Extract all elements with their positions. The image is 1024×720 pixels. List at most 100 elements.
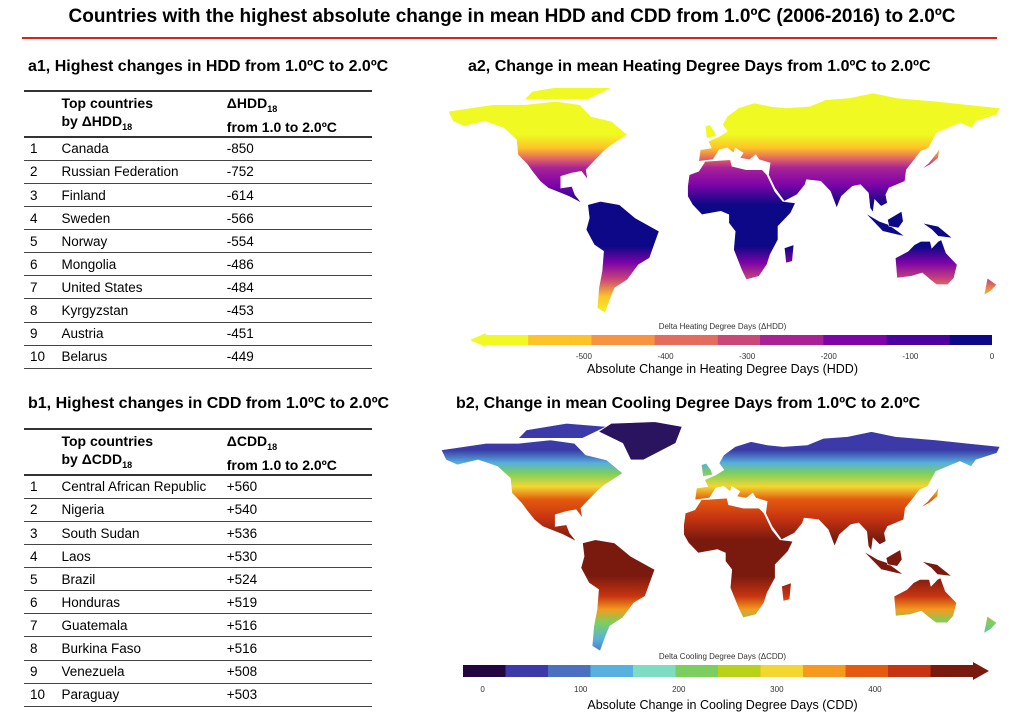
rank-cell: 5 bbox=[24, 229, 56, 254]
landmass-japan bbox=[920, 147, 940, 170]
colorbar-segment bbox=[548, 665, 570, 677]
country-cell: Central African Republic bbox=[55, 474, 221, 499]
country-cell: Guatemala bbox=[55, 613, 221, 638]
landmass-new-guinea bbox=[921, 561, 953, 577]
colorbar-arrow bbox=[470, 333, 486, 347]
table-row: 6 Honduras +519 bbox=[24, 590, 372, 615]
header-text: from 1.0 to 2.0ºC bbox=[226, 118, 337, 135]
colorbar-segment bbox=[505, 665, 528, 677]
landmass-canada-islands bbox=[517, 422, 608, 439]
col-header-country: Top countries by ΔHDD18 bbox=[55, 91, 221, 138]
landmass-borneo bbox=[885, 549, 903, 567]
value-cell: -554 bbox=[220, 229, 372, 254]
table-row: 10 Belarus -449 bbox=[24, 345, 372, 369]
value-cell: -850 bbox=[220, 136, 372, 161]
cdd-map bbox=[440, 421, 1000, 652]
rank-cell: 10 bbox=[24, 683, 56, 707]
colorbar-segment bbox=[888, 665, 910, 677]
value-cell: +519 bbox=[220, 590, 372, 615]
landmass-uk bbox=[704, 124, 717, 139]
colorbar-segment bbox=[909, 665, 931, 677]
colorbar-segment bbox=[930, 665, 953, 677]
colorbar-segment bbox=[845, 665, 868, 677]
country-cell: South Sudan bbox=[55, 521, 221, 546]
colorbar-segment bbox=[760, 335, 782, 345]
table-row: 3 South Sudan +536 bbox=[24, 521, 372, 546]
hdd-table-heading: a1, Highest changes in HDD from 1.0ºC to… bbox=[28, 58, 389, 75]
landmass-south-america bbox=[585, 200, 660, 314]
country-cell: Canada bbox=[55, 136, 221, 161]
landmass-new-guinea bbox=[922, 222, 954, 239]
value-cell: +503 bbox=[220, 683, 372, 707]
table-header-row: Top countries by ΔHDD18 ΔHDD18 from 1.0 to… bbox=[24, 91, 372, 138]
value-cell: -453 bbox=[220, 298, 372, 323]
colorbar-tick: 300 bbox=[770, 685, 784, 694]
landmass-borneo bbox=[887, 210, 904, 229]
table-row: 4 Sweden -566 bbox=[24, 206, 372, 231]
colorbar-segment bbox=[549, 335, 571, 345]
hdd-colorbar bbox=[470, 333, 992, 347]
landmass-north-america bbox=[440, 439, 624, 547]
value-cell: +530 bbox=[220, 544, 372, 569]
table-row: 9 Austria -451 bbox=[24, 322, 372, 346]
rank-cell: 7 bbox=[24, 275, 56, 300]
colorbar-segment bbox=[463, 665, 485, 677]
header-text: ΔCDD bbox=[226, 433, 268, 449]
colorbar-segment bbox=[803, 665, 825, 677]
hdd-table: Top countries by ΔHDD18 ΔHDD18 from 1.0 to… bbox=[24, 90, 372, 369]
rank-cell: 3 bbox=[24, 521, 56, 546]
landmass-new-zealand bbox=[978, 615, 998, 637]
header-text: by ΔHDD bbox=[61, 113, 123, 129]
title-divider bbox=[22, 37, 997, 39]
colorbar-segment bbox=[570, 335, 592, 345]
landmass-japan bbox=[919, 486, 940, 509]
cdd-colorbar bbox=[463, 662, 989, 680]
colorbar-segment bbox=[739, 335, 761, 345]
country-cell: Burkina Faso bbox=[55, 636, 221, 661]
colorbar-tick: 0 bbox=[480, 685, 485, 694]
header-text: by ΔCDD bbox=[61, 451, 123, 467]
colorbar-segment bbox=[484, 665, 506, 677]
rank-cell: 9 bbox=[24, 660, 56, 684]
hdd-colorbar-label: Delta Heating Degree Days (ΔHDD) bbox=[658, 322, 787, 331]
colorbar-segment bbox=[696, 335, 719, 345]
landmass-south-america bbox=[580, 539, 656, 652]
rank-cell: 2 bbox=[24, 160, 56, 184]
colorbar-segment bbox=[633, 335, 656, 345]
landmass-greenland bbox=[597, 421, 683, 461]
colorbar-segment bbox=[781, 665, 804, 677]
colorbar-segment bbox=[569, 665, 591, 677]
table-row: 3 Finland -614 bbox=[24, 183, 372, 208]
value-cell: +516 bbox=[220, 613, 372, 638]
country-cell: Belarus bbox=[55, 345, 221, 369]
header-sub: 18 bbox=[267, 441, 278, 452]
value-cell: -614 bbox=[220, 183, 372, 208]
col-header-country: Top countries by ΔCDD18 bbox=[55, 429, 221, 476]
col-header-value: ΔCDD18 from 1.0 to 2.0ºC bbox=[220, 429, 372, 476]
country-cell: Russian Federation bbox=[55, 160, 221, 184]
colorbar-segment bbox=[970, 335, 992, 345]
rank-cell: 7 bbox=[24, 613, 56, 638]
country-cell: Honduras bbox=[55, 590, 221, 615]
value-cell: +524 bbox=[220, 567, 372, 592]
value-cell: +516 bbox=[220, 636, 372, 661]
landmass-madagascar bbox=[783, 244, 795, 264]
hdd-map bbox=[447, 88, 1000, 314]
colorbar-segment bbox=[739, 665, 761, 677]
landmass-australia bbox=[894, 239, 958, 285]
hdd-axis-title: Absolute Change in Heating Degree Days (… bbox=[587, 362, 858, 376]
header-text: ΔHDD bbox=[226, 95, 268, 111]
figure-title: Countries with the highest absolute chan… bbox=[68, 6, 956, 27]
country-cell: Austria bbox=[55, 322, 221, 346]
colorbar-segment bbox=[507, 335, 529, 345]
colorbar-segment bbox=[526, 665, 549, 677]
country-cell: Brazil bbox=[55, 567, 221, 592]
colorbar-segment bbox=[696, 665, 719, 677]
table-row: 8 Burkina Faso +516 bbox=[24, 636, 372, 661]
country-cell: Mongolia bbox=[55, 252, 221, 277]
colorbar-segment bbox=[760, 665, 783, 677]
colorbar-segment bbox=[675, 335, 698, 345]
country-cell: Paraguay bbox=[55, 683, 221, 707]
colorbar-segment bbox=[928, 335, 951, 345]
table-row: 1 Central African Republic +560 bbox=[24, 474, 372, 499]
